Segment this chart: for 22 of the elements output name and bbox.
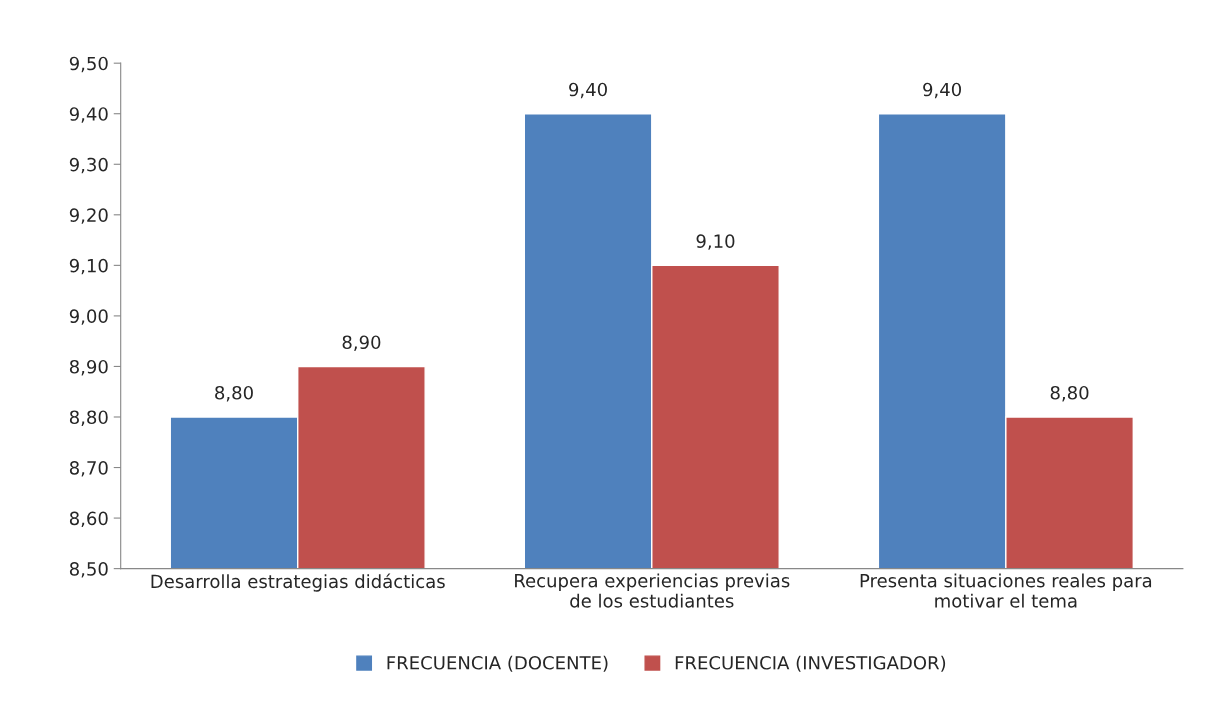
legend-label: FRECUENCIA (INVESTIGADOR) [675, 655, 946, 672]
y-tick-label: 9,20 [69, 208, 108, 224]
y-tick-label: 9,10 [69, 258, 108, 275]
y-tick-label: 8,70 [69, 460, 108, 477]
y-tick-label: 9,40 [69, 107, 108, 123]
data-label: 8,80 [1050, 385, 1089, 402]
data-label: 9,40 [923, 82, 962, 99]
legend-label: FRECUENCIA (DOCENTE) [387, 655, 608, 672]
x-tick-label: Desarrolla estrategias didácticas [151, 573, 445, 592]
y-tick-label: 8,50 [69, 562, 108, 578]
y-tick-label: 9,00 [69, 309, 108, 325]
y-tick-label: 9,30 [69, 157, 108, 174]
data-label: 9,10 [696, 234, 735, 250]
data-label: 8,80 [215, 385, 253, 402]
x-tick-label: Recupera experiencias previas de los estudiantes [515, 573, 790, 608]
y-tick-label: 8,60 [69, 511, 108, 528]
data-label: 9,40 [569, 82, 607, 99]
data-label: 8,90 [342, 335, 381, 351]
y-tick-label: 8,90 [69, 359, 108, 376]
y-tick-label: 9,50 [69, 56, 108, 73]
x-tick-label: Presenta situaciones reales para motivar el tema [860, 573, 1152, 608]
y-tick-label: 8,80 [69, 410, 108, 426]
